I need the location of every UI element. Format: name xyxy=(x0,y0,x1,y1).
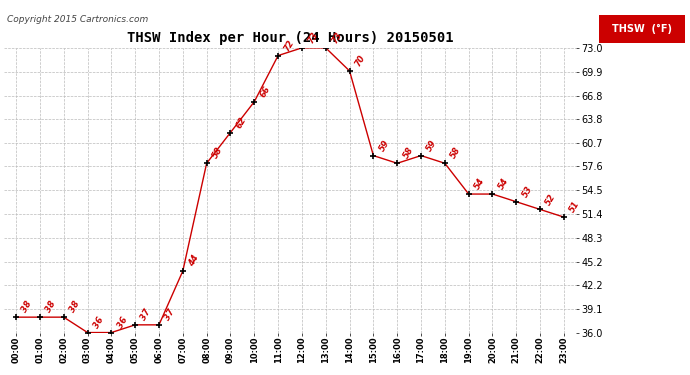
Text: 73: 73 xyxy=(306,30,319,45)
Text: 58: 58 xyxy=(211,146,224,160)
Text: 58: 58 xyxy=(402,146,415,160)
Title: THSW Index per Hour (24 Hours) 20150501: THSW Index per Hour (24 Hours) 20150501 xyxy=(127,32,453,45)
Text: 54: 54 xyxy=(497,177,511,191)
Text: 58: 58 xyxy=(449,146,463,160)
Text: 52: 52 xyxy=(544,192,558,207)
Text: 73: 73 xyxy=(330,30,344,45)
Text: 53: 53 xyxy=(520,184,534,199)
Text: 72: 72 xyxy=(282,38,296,53)
Text: 59: 59 xyxy=(425,138,439,153)
Text: 37: 37 xyxy=(163,308,177,322)
Text: 36: 36 xyxy=(115,315,129,330)
Text: 70: 70 xyxy=(354,54,367,68)
Text: THSW  (°F): THSW (°F) xyxy=(612,24,672,34)
Text: Copyright 2015 Cartronics.com: Copyright 2015 Cartronics.com xyxy=(7,15,148,24)
Text: 36: 36 xyxy=(92,315,106,330)
Text: 38: 38 xyxy=(20,300,34,314)
Text: 38: 38 xyxy=(44,300,58,314)
Text: 38: 38 xyxy=(68,300,81,314)
Text: 37: 37 xyxy=(139,308,153,322)
Text: 62: 62 xyxy=(235,115,248,130)
Text: 54: 54 xyxy=(473,177,486,191)
Text: 66: 66 xyxy=(259,84,272,99)
Text: 59: 59 xyxy=(377,138,391,153)
Text: 51: 51 xyxy=(568,200,582,214)
Text: 44: 44 xyxy=(187,254,201,268)
